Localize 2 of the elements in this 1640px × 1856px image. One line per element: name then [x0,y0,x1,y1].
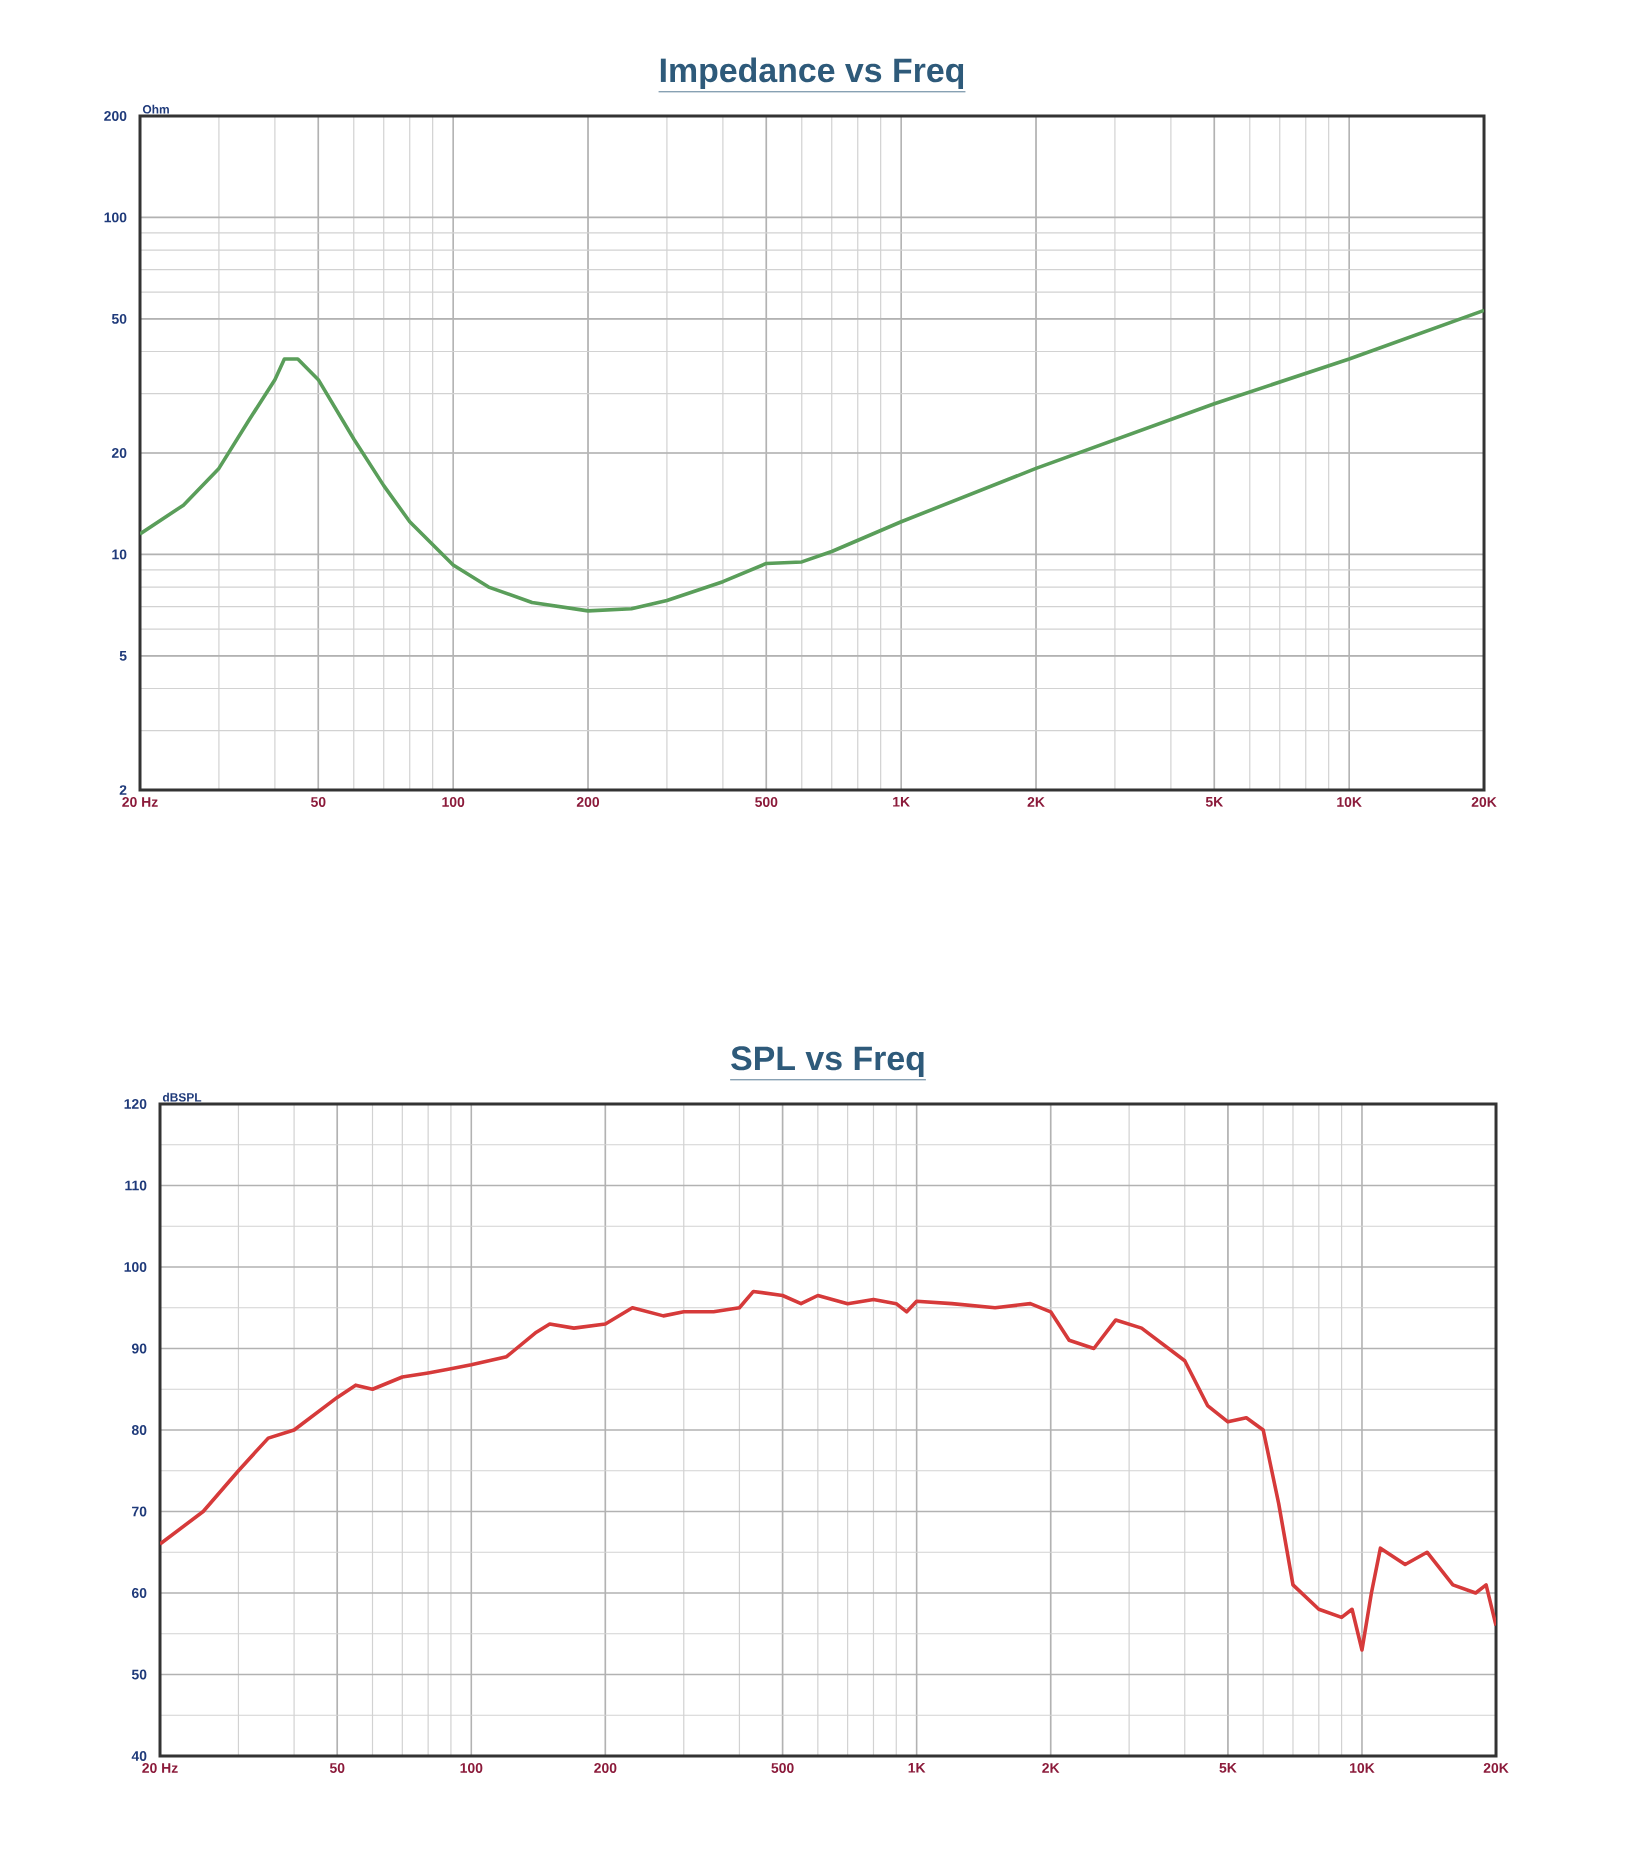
chart-title: SPL vs Freq [731,1046,924,1077]
chart-title: Impedance vs Freq [660,57,964,89]
